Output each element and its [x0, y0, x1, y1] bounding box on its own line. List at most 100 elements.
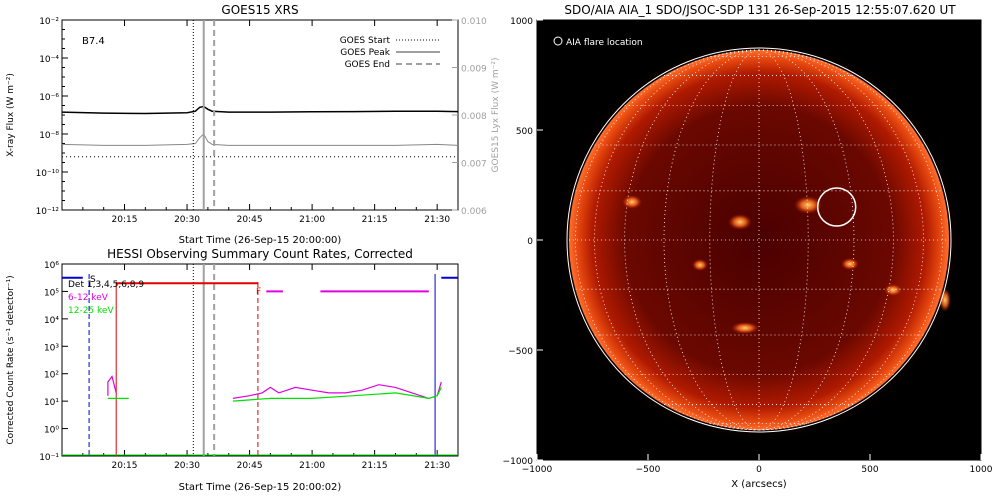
aia-x-tick-label: 1000: [970, 465, 993, 475]
longitude-line: [709, 49, 760, 431]
longitude-line: [758, 49, 943, 431]
goes-right-axis: 0.010 0.009 0.008 0.007 0.006: [452, 17, 487, 217]
goes-x-tick-label: 21:30: [424, 215, 450, 225]
goes-right-tick-label: 0.008: [461, 112, 487, 122]
longitude-line: [758, 49, 894, 431]
goes-right-tick-label: 0.006: [461, 207, 487, 217]
heliographic-grid: [569, 49, 949, 431]
goes-left-tick-label: 10⁻¹⁰: [36, 169, 60, 179]
hessi-xlabel: Start Time (26-Sep-15 20:00:02): [179, 482, 342, 493]
hessi-title: HESSI Observing Summary Count Rates, Cor…: [107, 247, 413, 261]
goes-right-tick-label: 0.009: [461, 65, 487, 75]
longitude-line: [594, 49, 760, 431]
sun-disk: [569, 50, 949, 430]
limb-outline: [566, 47, 952, 433]
active-region: [692, 259, 708, 271]
aia-x-tick-label: 0: [756, 465, 762, 475]
longitude-line: [758, 49, 924, 431]
goes-right-tick-label: 0.007: [461, 160, 487, 170]
active-region: [794, 196, 822, 214]
hessi-x-axis: 20:15 20:30 20:45 21:00 21:15 21:30: [82, 264, 459, 471]
goes-event-lines: [192, 20, 216, 210]
hessi-x-tick-label: 21:30: [424, 461, 450, 471]
hessi-legend-6-12: 6-12 keV: [68, 293, 109, 303]
active-region: [731, 322, 759, 334]
hessi-marker-s: S: [90, 275, 96, 285]
active-region: [841, 258, 859, 270]
goes-ylabel-left: X-ray Flux (W m⁻²): [6, 73, 16, 157]
goes-xlabel: Start Time (26-Sep-15 20:00:00): [179, 235, 342, 246]
goes-legend-peak: GOES Peak: [340, 48, 390, 58]
goes-legend: GOES Start GOES Peak GOES End: [340, 36, 440, 70]
goes-legend-start: GOES Start: [340, 36, 391, 46]
goes-class-label: B7.4: [82, 36, 105, 47]
goes-x-tick-label: 20:15: [112, 215, 138, 225]
goes-left-tick-label: 10⁻⁶: [39, 93, 59, 103]
goes-title: GOES15 XRS: [221, 3, 298, 17]
goes-long-channel-line: [61, 105, 459, 115]
hessi-y-tick-label: 10⁶: [44, 261, 59, 271]
flare-location-circle: [816, 187, 857, 227]
flare-legend-label: AIA flare location: [566, 38, 643, 48]
goes-left-tick-label: 10⁻⁸: [39, 131, 59, 141]
hessi-y-tick-label: 10³: [44, 343, 59, 353]
hessi-legend-det: Det 1,3,4,5,6,8,9: [68, 280, 144, 290]
goes-left-tick-label: 10⁻²: [39, 17, 59, 27]
hessi-ylabel: Corrected Count Rate (s⁻¹ detector⁻¹): [6, 275, 16, 444]
active-region: [622, 195, 642, 209]
hessi-legend: Det 1,3,4,5,6,8,9 6-12 keV 12-25 keV: [68, 280, 144, 316]
goes-panel: GOES15 XRS 10⁻² 10⁻⁴ 10⁻⁶ 10⁻⁸ 10⁻¹⁰ 10⁻¹² 0.…: [6, 3, 501, 246]
hessi-panel: HESSI Observing Summary Count Rates, Cor…: [6, 247, 459, 493]
hessi-y-tick-label: 10⁻¹: [39, 453, 59, 463]
hessi-marker-f: F: [256, 287, 261, 297]
hessi-x-tick-label: 20:30: [174, 461, 200, 471]
hessi-series: [62, 276, 458, 456]
longitude-line: [575, 49, 760, 431]
goes-left-tick-label: 10⁻¹²: [36, 207, 60, 217]
goes-x-tick-label: 20:45: [237, 215, 263, 225]
goes-left-axis: 10⁻² 10⁻⁴ 10⁻⁶ 10⁻⁸ 10⁻¹⁰ 10⁻¹²: [36, 17, 68, 217]
aia-x-tick-label: −500: [636, 465, 661, 475]
hessi-x-tick-label: 21:00: [299, 461, 325, 471]
hessi-y-axis: 10⁶ 10⁵ 10⁴ 10³ 10² 10¹ 10⁰ 10⁻¹: [39, 261, 68, 463]
aia-y-tick-label: −1000: [503, 457, 534, 467]
active-region: [728, 214, 752, 230]
hessi-event-lines: [88, 264, 436, 456]
aia-x-axis: −1000 −500 0 500 1000: [522, 454, 993, 475]
aia-y-tick-label: 1000: [510, 17, 533, 27]
aia-y-tick-label: −500: [508, 347, 533, 357]
hessi-12-25-kev-line: [232, 387, 442, 402]
hessi-y-tick-label: 10⁰: [44, 426, 59, 436]
hessi-legend-12-25: 12-25 keV: [68, 306, 114, 316]
aia-xlabel: X (arcsecs): [731, 479, 787, 490]
hessi-6-12-kev-line: [107, 375, 117, 396]
goes-ylabel-right: GOES15 Lyx Flux (W m⁻²): [491, 58, 501, 173]
active-region: [884, 284, 902, 296]
goes-series: [61, 105, 459, 158]
aia-y-tick-label: 500: [516, 127, 533, 137]
hessi-6-12-kev-line: [232, 381, 442, 400]
aia-y-tick-label: 0: [527, 237, 533, 247]
goes-x-tick-label: 21:15: [362, 215, 388, 225]
aia-x-tick-label: 500: [861, 465, 878, 475]
goes-left-tick-label: 10⁻⁴: [39, 55, 59, 65]
longitude-line: [758, 49, 809, 431]
goes-legend-end: GOES End: [345, 60, 390, 70]
hessi-x-tick-label: 20:15: [112, 461, 138, 471]
hessi-plot-frame: [61, 263, 459, 457]
aia-panel: SDO/AIA AIA_1 SDO/JSOC-SDP 131 26-Sep-20…: [503, 3, 993, 490]
hessi-y-tick-label: 10⁵: [44, 288, 59, 298]
goes-x-tick-label: 20:30: [174, 215, 200, 225]
active-region: [939, 288, 951, 312]
longitude-line: [624, 49, 760, 431]
hessi-y-tick-label: 10⁴: [44, 316, 59, 326]
flare-legend-icon: [553, 36, 563, 46]
hessi-x-tick-label: 20:45: [237, 461, 263, 471]
hessi-y-tick-label: 10¹: [44, 398, 59, 408]
aia-y-axis: 1000 500 0 −500 −1000: [503, 17, 543, 467]
goes-right-tick-label: 0.010: [461, 17, 487, 27]
aia-title: SDO/AIA AIA_1 SDO/JSOC-SDP 131 26-Sep-20…: [564, 3, 956, 17]
goes-x-axis: 20:15 20:30 20:45 21:00 21:15 21:30: [82, 20, 459, 225]
hessi-x-tick-label: 21:15: [362, 461, 388, 471]
